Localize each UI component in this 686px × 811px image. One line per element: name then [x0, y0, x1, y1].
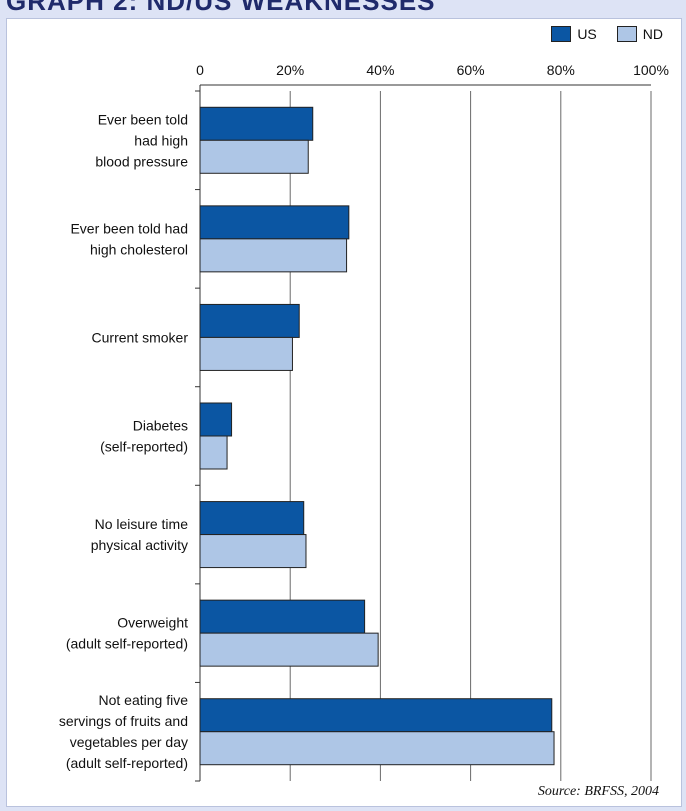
x-tick-label: 80%	[547, 62, 575, 78]
bar-us-0	[199, 106, 314, 141]
legend-label-us: US	[577, 26, 597, 42]
category-label-line: servings of fruits and	[59, 713, 188, 729]
bar-nd-4	[199, 534, 307, 569]
x-tick-label: 60%	[457, 62, 485, 78]
source-note: Source: BRFSS, 2004	[537, 784, 659, 799]
category-label: Ever been told had high cholesterol	[70, 220, 188, 257]
legend-item-nd: ND	[616, 26, 663, 42]
category-label-line: had high	[134, 132, 188, 148]
x-tick-label: 0	[196, 62, 204, 78]
category-label-line: (adult self-reported)	[66, 755, 188, 771]
bar-us-4	[199, 501, 305, 536]
category-label: Diabetes (self-reported)	[100, 418, 188, 455]
category-label-line: physical activity	[91, 537, 188, 553]
legend-swatch-nd	[616, 26, 637, 42]
page-heading: GRAPH 2: ND/US WEAKNESSES	[6, 0, 682, 20]
bar-us-6	[199, 698, 553, 733]
category-label-line: Diabetes	[133, 418, 188, 434]
category-label-line: Overweight	[117, 615, 188, 631]
x-tick-label: 40%	[366, 62, 394, 78]
bar-us-3	[199, 402, 233, 437]
category-label: Overweight (adult self-reported)	[66, 615, 188, 652]
x-tick-label: 20%	[276, 62, 304, 78]
category-label: Ever been told had high blood pressure	[95, 111, 188, 169]
legend-label-nd: ND	[642, 26, 663, 42]
bar-nd-6	[199, 731, 555, 766]
legend-item-us: US	[551, 26, 597, 42]
category-label-line: No leisure time	[95, 516, 189, 532]
bar-nd-3	[199, 435, 228, 470]
bar-nd-1	[199, 238, 348, 273]
chart-legend: US ND	[551, 26, 663, 42]
legend-swatch-us	[551, 26, 572, 42]
bar-us-1	[199, 205, 350, 240]
category-label-line: high cholesterol	[90, 241, 188, 257]
category-label-line: vegetables per day	[70, 734, 188, 750]
bar-nd-0	[199, 139, 309, 174]
bar-us-2	[199, 303, 300, 338]
category-label: Not eating five servings of fruits and veg…	[59, 692, 188, 771]
bar-nd-5	[199, 632, 379, 667]
bar-us-5	[199, 599, 366, 634]
category-label-line: Not eating five	[99, 692, 189, 708]
page-heading-text: GRAPH 2: ND/US WEAKNESSES	[6, 0, 436, 16]
category-label-line: Ever been told had	[70, 220, 188, 236]
category-label-line: blood pressure	[95, 153, 188, 169]
category-label-line: Ever been told	[98, 111, 188, 127]
category-label: Current smoker	[92, 329, 189, 345]
chart-panel: US ND 0 20% 40% 60% 80% 100% Ever been told had…	[6, 18, 682, 807]
category-label-line: (self-reported)	[100, 439, 188, 455]
x-tick-label: 100%	[633, 62, 669, 78]
category-label: No leisure time physical activity	[91, 516, 188, 553]
bar-nd-2	[199, 336, 293, 371]
bar-chart: 0 20% 40% 60% 80% 100% Ever been told had high b…	[59, 62, 669, 782]
category-label-line: Current smoker	[92, 329, 189, 345]
category-label-line: (adult self-reported)	[66, 636, 188, 652]
